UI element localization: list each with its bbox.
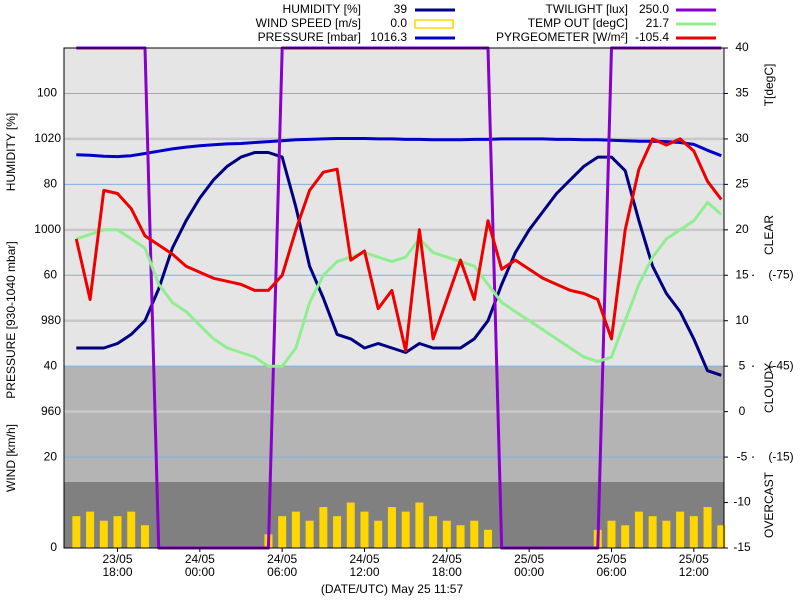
wind-bar [72, 516, 81, 548]
wind-bar [676, 511, 685, 548]
sky-label: OVERCAST [762, 471, 776, 538]
y2-tick-label: 20 [735, 222, 749, 236]
wind-bar [99, 520, 108, 548]
cloudy-band [64, 366, 724, 482]
wind-bar [305, 520, 314, 548]
sky-label: CLOUDY [762, 363, 776, 413]
humidity-axis-title: HUMIDITY [%] [4, 113, 18, 191]
legend-label: HUMIDITY [%] [283, 2, 361, 16]
wind-bar [319, 507, 328, 548]
y2-tick-label: 0 [739, 404, 746, 418]
wind-bar [360, 511, 369, 548]
legend-value: 250.0 [639, 2, 669, 16]
wind-bar [456, 525, 465, 548]
y2-tick-label: 5 [739, 358, 746, 372]
wind-bar [662, 520, 671, 548]
y2-tick-label: 30 [735, 131, 749, 145]
y5-tick-label: (-75) [768, 267, 793, 281]
y5-tick-label: (-45) [768, 358, 793, 372]
y2-tick-label: 35 [735, 86, 749, 100]
legend-value: -105.4 [635, 30, 669, 44]
wind-bar [278, 516, 287, 548]
y2-tick-label: -5 [737, 449, 748, 463]
wind-bar [634, 511, 643, 548]
y5-tick-label: (-15) [768, 449, 793, 463]
x-tick-label: 24/05 18:00 [432, 552, 462, 579]
y-tick-label: 80 [44, 177, 58, 191]
wind-bar [291, 511, 300, 548]
y-tick-label: 20 [44, 449, 58, 463]
series-line [74, 137, 723, 353]
y2-tick-label: 40 [735, 40, 749, 54]
legend-label: WIND SPEED [m/s] [256, 16, 361, 30]
wind-bar [127, 511, 136, 548]
wind-bar [113, 516, 122, 548]
wind-bar [648, 516, 657, 548]
wind-axis-title: WIND [km/h] [4, 424, 18, 492]
sky-label: CLEAR [762, 215, 776, 255]
x-tick-label: 24/05 06:00 [267, 552, 297, 579]
series-line [76, 137, 722, 159]
x-tick-label: 23/05 18:00 [102, 552, 132, 579]
wind-bar [689, 516, 698, 548]
legend-swatch [414, 19, 454, 29]
wind-bar [483, 529, 492, 548]
wind-bar [140, 525, 149, 548]
y2-tick-label: -10 [733, 495, 751, 509]
y-tick-label: 40 [44, 358, 58, 372]
wind-bar [717, 525, 726, 548]
y3-tick-label: 1000 [34, 222, 61, 236]
y2-tick-label: -15 [733, 540, 751, 554]
x-tick-label: 25/05 06:00 [596, 552, 626, 579]
pressure-axis-title: PRESSURE [930-1040 mbar] [4, 241, 18, 398]
wind-bar [387, 507, 396, 548]
series-line [75, 201, 723, 368]
wind-bar [429, 516, 438, 548]
x-tick-label: 25/05 12:00 [679, 552, 709, 579]
y-tick-label: 60 [44, 267, 58, 281]
y3-tick-label: 1020 [34, 131, 61, 145]
legend-value: 39 [394, 2, 408, 16]
legend-label: TEMP OUT [degC] [528, 16, 628, 30]
legend-value: 0.0 [390, 16, 407, 30]
temp-axis-title: T[degC] [762, 64, 776, 107]
y2-tick-label: 10 [735, 313, 749, 327]
legend-label: PRESSURE [mbar] [258, 30, 361, 44]
y2-tick-label: 15 [735, 267, 749, 281]
x-tick-label: 24/05 00:00 [185, 552, 215, 579]
y2-tick-label: 25 [735, 177, 749, 191]
x-tick-label: 24/05 12:00 [349, 552, 379, 579]
wind-bar [442, 520, 451, 548]
wind-bar [86, 511, 95, 548]
wind-bar [621, 525, 630, 548]
footer: (DATE/UTC) May 25 11:57 [321, 582, 464, 596]
wind-bar [470, 520, 479, 548]
legend-value: 21.7 [646, 16, 670, 30]
wind-bar [415, 502, 424, 548]
y-tick-label: 0 [50, 540, 57, 554]
series-line [76, 151, 722, 377]
wind-bar [401, 511, 410, 548]
legend-label: TWILIGHT [lux] [546, 2, 628, 16]
legend-value: 1016.3 [370, 30, 407, 44]
y3-tick-label: 960 [41, 404, 61, 418]
wind-bar [333, 516, 342, 548]
wind-bar [607, 520, 616, 548]
x-tick-label: 25/05 00:00 [514, 552, 544, 579]
wind-bar [346, 502, 355, 548]
y3-tick-label: 980 [41, 313, 61, 327]
wind-bar [374, 520, 383, 548]
legend-label: PYRGEOMETER [W/m²] [496, 30, 628, 44]
plot-frame [63, 47, 725, 549]
wind-bar [703, 507, 712, 548]
y-tick-label: 100 [37, 86, 57, 100]
